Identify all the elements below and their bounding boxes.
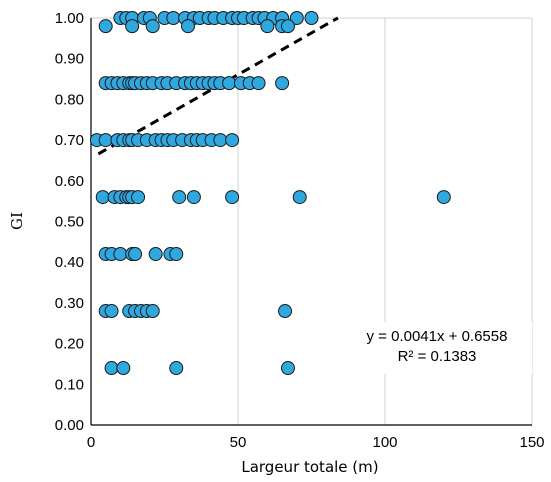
y-tick-label: 0.70 [55,132,84,149]
x-tick-label: 150 [519,434,544,451]
data-point [172,190,187,205]
data-point [225,190,240,205]
data-point [251,76,266,91]
data-point [128,247,143,262]
y-tick-label: 0.80 [55,91,84,108]
data-point [169,247,184,262]
data-point [98,133,113,148]
data-point [213,133,228,148]
data-point [104,304,119,319]
y-tick-label: 0.60 [55,173,84,190]
x-axis-title: Largeur totale (m) [241,458,378,476]
y-tick-label: 0.90 [55,51,84,68]
x-tick-label: 0 [87,434,95,451]
data-point [166,11,181,25]
y-tick-label: 0.50 [55,214,84,231]
x-tick-label: 100 [372,434,397,451]
data-point [260,19,275,34]
data-point [186,190,201,205]
data-point [280,19,295,34]
data-point [222,76,237,91]
data-point [292,190,307,205]
y-tick-label: 0.20 [55,336,84,353]
data-point [95,190,110,205]
data-point [169,361,184,376]
data-point [181,19,196,34]
data-point [225,133,240,148]
data-points [89,11,451,376]
equation-box [342,322,532,374]
x-tick-labels: 0 50 100 150 [87,434,545,451]
trend-equation: y = 0.0041x + 0.6558 [367,328,508,345]
y-tick-label: 0.40 [55,254,84,271]
data-point [145,304,160,319]
data-point [125,19,140,34]
y-tick-label: 0.00 [55,417,84,434]
data-point [289,11,304,25]
axes [90,18,532,426]
y-tick-label: 0.30 [55,295,84,312]
data-point [436,190,451,205]
data-point [98,19,113,34]
y-tick-label: 0.10 [55,376,84,393]
data-point [304,11,319,25]
data-point [113,247,128,262]
data-point [280,361,295,376]
data-point [148,247,163,262]
data-point [104,361,119,376]
data-point [131,190,146,205]
r-squared-label: R² = 0.1383 [398,348,477,365]
data-point [275,76,290,91]
y-tick-labels: 0.00 0.10 0.20 0.30 0.40 0.50 0.60 0.70 0.80 0.90… [55,10,84,434]
x-tick-label: 50 [230,434,247,451]
data-point [116,361,131,376]
y-axis-title: GI [8,212,26,230]
data-point [278,304,293,319]
y-tick-label: 1.00 [55,10,84,27]
data-point [145,19,160,34]
